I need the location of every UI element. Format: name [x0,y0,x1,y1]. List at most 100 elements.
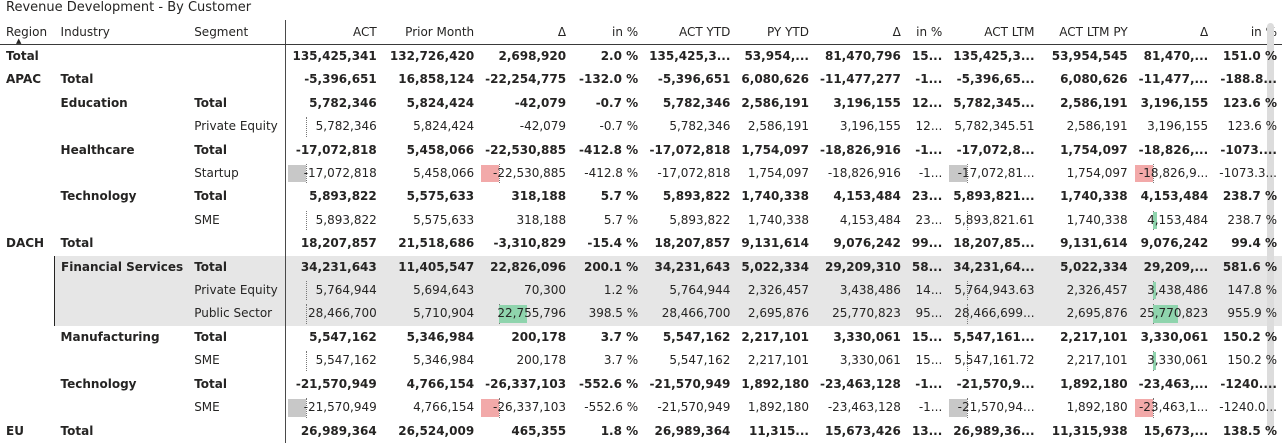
cell-value: -21,570,949 [295,376,377,391]
value-cell: -11,477,... [1133,68,1214,91]
row-segment-cell: Total [194,189,227,204]
cell-value: 2,698,920 [498,49,567,63]
value-cell: 5,824,424 [382,115,479,138]
column-header-industry[interactable]: Industry [54,20,189,45]
positive-data-bar [1152,282,1157,300]
cell-value: 1,754,097 [1066,166,1128,181]
cell-value: 15... [911,49,943,63]
negative-data-bar [949,399,968,417]
cell-value: 2,695,876 [747,306,809,321]
cell-value: 25,770,823 [1139,306,1209,321]
cell-value: 5,893,822 [309,189,377,204]
row-region-cell [0,349,55,372]
value-cell: -22,530,885 [479,139,571,162]
table-row-total[interactable]: Education Total 5,782,346 5,824,424 -42,079 -… [0,91,1282,116]
cell-value: -11,477,... [1138,72,1209,87]
cell-value: -23,463,... [1138,376,1209,391]
value-cell: 2.0 % [571,45,643,69]
table-row[interactable]: Public Sector 28,466,700 5,710,904 22,755,7… [0,302,1282,326]
cell-value: 5,346,984 [413,353,475,368]
cell-value: 1,740,338 [1066,212,1128,227]
column-header-delta[interactable]: Δ [479,20,572,45]
column-header-region[interactable]: Region ▲ [0,20,55,45]
cell-value: 2,326,457 [747,283,809,298]
cell-value: 5,893,821... [953,189,1035,204]
row-industry-cell: Manufacturing [60,329,160,344]
cell-value: -23,463,1... [1138,400,1209,415]
table-row[interactable]: SME -21,570,949 4,766,154 -26,337,103 -552.6… [0,396,1282,420]
row-region-cell [0,139,55,162]
table-row-total[interactable]: Technology Total -21,570,949 4,766,154 -26,3… [0,372,1282,397]
vertical-scrollbar[interactable] [1266,20,1275,440]
column-header-in-percent-ytd[interactable]: in % [905,20,948,45]
table-row[interactable]: Private Equity 5,782,346 5,824,424 -42,079 -… [0,115,1282,139]
cell-value: 2,217,101 [747,353,809,368]
table-row-total[interactable]: DACH Total 18,207,857 21,518,686 -3,310,829 -… [0,232,1282,256]
value-cell: 1,754,097 [1040,162,1133,185]
cell-value: -412.8 % [584,166,639,181]
column-header-prior-month[interactable]: Prior Month [381,20,480,45]
table-row-total[interactable]: APAC Total -5,396,651 16,858,124 -22,254,775… [0,68,1282,92]
column-header-act-ytd[interactable]: ACT YTD [643,20,736,45]
cell-value: -1... [915,142,943,157]
table-row-total[interactable]: Technology Total 5,893,822 5,575,633 318,188… [0,185,1282,209]
value-cell: -1... [906,139,947,162]
value-cell: 1,740,338 [1040,185,1133,208]
cell-value: -21,570,949 [649,376,731,391]
value-cell: 4,153,484 [814,185,906,208]
table-row-total[interactable]: Total 135,425,341 132,726,420 2,698,920 2.0 … [0,44,1282,69]
column-header-in-percent[interactable]: in % [571,20,644,45]
value-cell: 9,131,614 [735,232,814,255]
value-cell: 238.7 % [1213,185,1282,208]
value-cell: 14... [905,279,948,303]
value-cell: 3,438,486 [1132,279,1214,303]
column-header-delta-ltm[interactable]: Δ [1132,20,1214,45]
cell-value: 12... [911,95,943,110]
value-cell: -17,072,81... [947,162,1039,185]
cell-value: 1.2 % [603,283,639,298]
column-header-segment[interactable]: Segment [188,20,286,45]
row-region-cell [0,185,55,208]
table-row[interactable]: SME 5,893,822 5,575,633 318,188 5.7 % 5,893,8… [0,208,1282,233]
value-cell: -1240.0... [1213,396,1282,419]
negative-data-bar [949,165,968,183]
row-segment-cell [188,68,286,91]
row-segment-cell: SME [194,353,220,368]
cell-value: 2,217,101 [1066,353,1128,368]
cell-value: 3,196,155 [1147,119,1209,134]
bar-axis [306,117,308,137]
table-row-total[interactable]: Healthcare Total -17,072,818 5,458,066 -22,5… [0,138,1282,163]
value-cell: -22,254,775 [479,68,571,91]
table-row[interactable]: SME 5,547,162 5,346,984 200,178 3.7 % 5,547,1… [0,349,1282,373]
column-header-act-ltm[interactable]: ACT LTM [947,20,1040,45]
value-cell: 5,782,346 [285,115,382,139]
cell-value: -26,337,103 [493,400,567,415]
column-header-act[interactable]: ACT [285,20,382,45]
value-cell: 28,466,699... [947,302,1040,326]
value-cell: 12... [906,115,947,138]
value-cell: 5,022,334 [1039,255,1133,280]
value-cell: 5,575,633 [382,185,479,208]
scrollbar-thumb[interactable] [1267,23,1274,433]
table-row-total[interactable]: Financial Services Total 34,231,643 11,405,… [0,255,1282,280]
value-cell: -3,310,829 [479,232,571,255]
table-row[interactable]: Private Equity 5,764,944 5,694,643 70,300 1.… [0,279,1282,303]
table-row-total[interactable]: Manufacturing Total 5,547,162 5,346,984 200,… [0,325,1282,350]
cell-value: 11,315,938 [1051,423,1128,438]
bar-axis [967,210,969,231]
cell-value: 1,892,180 [1066,400,1128,415]
column-header-act-ltm-py[interactable]: ACT LTM PY [1039,20,1133,45]
row-segment-cell [188,232,286,255]
row-segment-cell: Private Equity [194,119,278,134]
table-row-total[interactable]: EU Total 26,989,364 26,524,009 465,355 1.8 % 2… [0,419,1282,443]
value-cell: 29,209,310 [813,255,906,280]
row-segment-cell: Private Equity [188,279,286,303]
column-header-py-ytd[interactable]: PY YTD [735,20,814,45]
value-cell: 4,766,154 [382,396,479,419]
cell-value: 26,989,364 [300,423,377,438]
column-header-delta-ytd[interactable]: Δ [813,20,906,45]
row-region-cell [0,115,55,138]
value-cell: 3,438,486 [813,279,906,303]
value-cell: 135,425,341 [285,44,382,69]
table-row[interactable]: Startup -17,072,818 5,458,066 -22,530,885 -4… [0,162,1282,186]
